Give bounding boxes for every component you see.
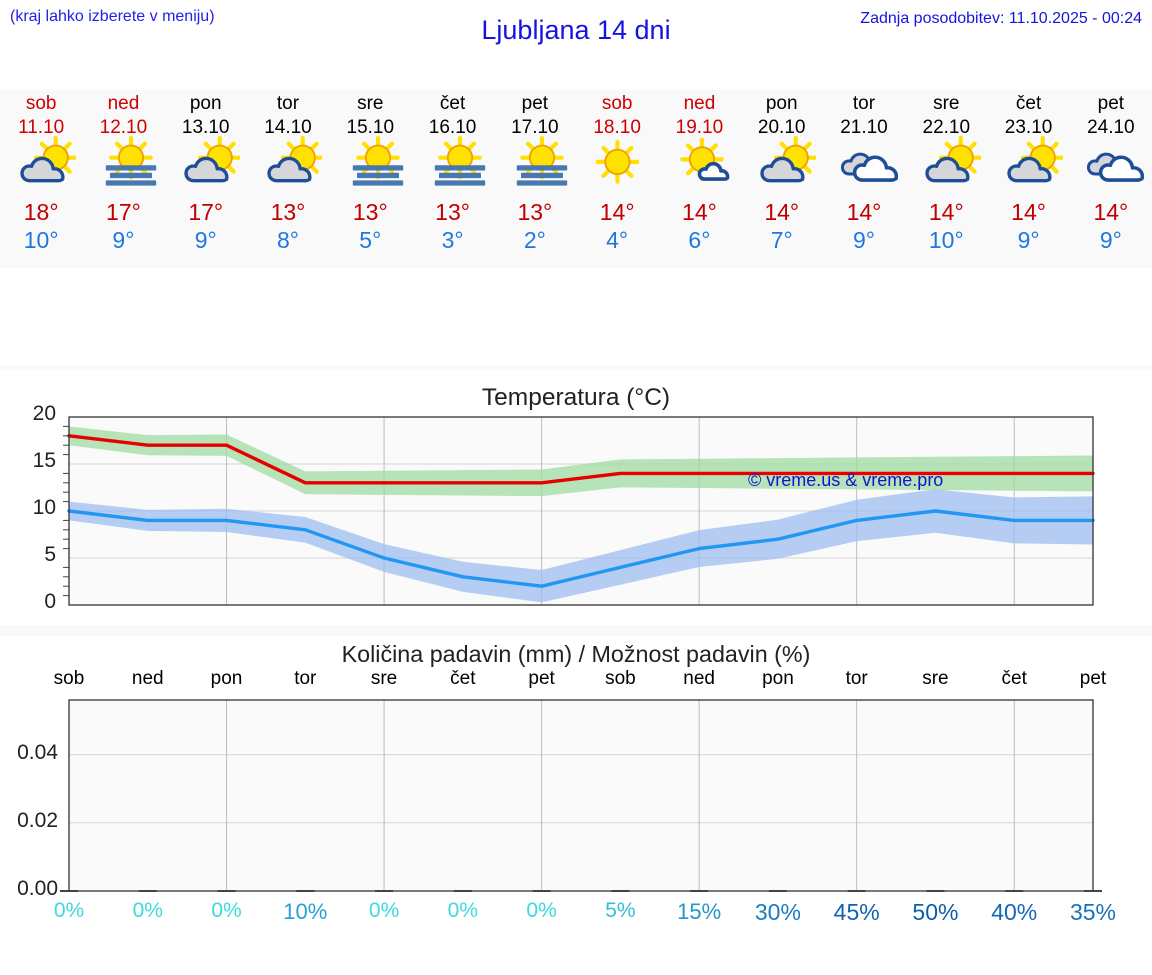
svg-text:© vreme.us & vreme.pro: © vreme.us & vreme.pro [748,470,943,490]
